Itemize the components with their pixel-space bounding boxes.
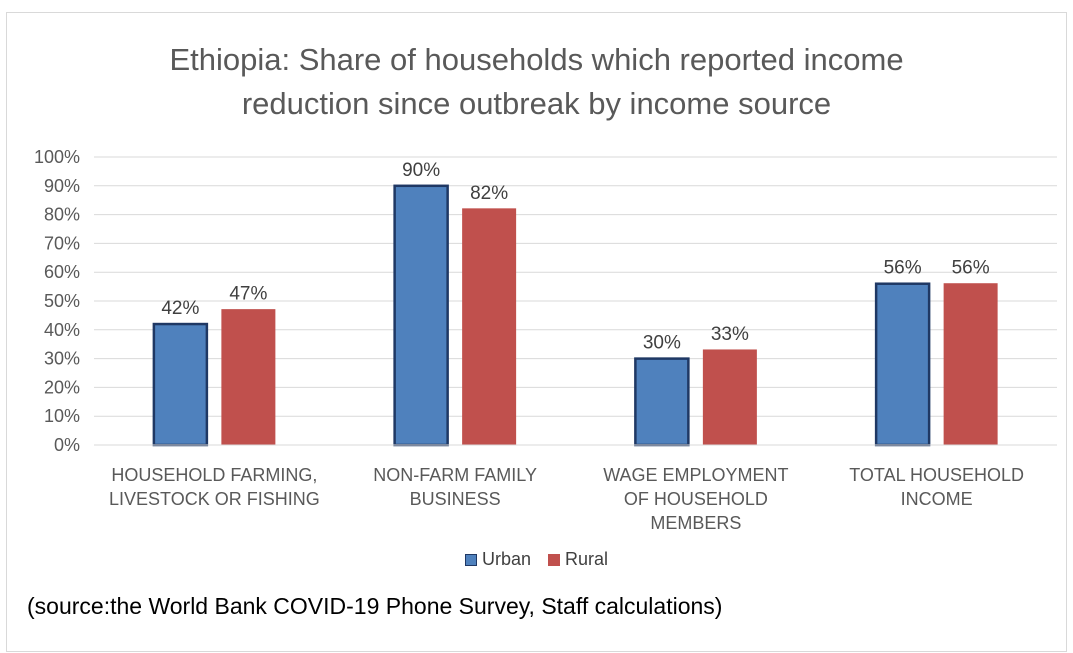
- chart-title-line-1: Ethiopia: Share of households which repo…: [169, 42, 904, 77]
- bar-urban-0: [152, 322, 209, 447]
- bar-rural-3: [943, 283, 998, 446]
- category-label-2-2: MEMBERS: [650, 513, 741, 533]
- data-label-rural-1: 82%: [470, 183, 508, 204]
- source-note: (source:the World Bank COVID-19 Phone Su…: [27, 593, 723, 619]
- category-label-2-1: OF HOUSEHOLD: [624, 489, 768, 509]
- legend-swatch-rural: [548, 553, 561, 566]
- data-label-rural-2: 33%: [711, 324, 749, 345]
- y-tick-label-4: 40%: [44, 320, 80, 340]
- bar-rural-2: [702, 349, 757, 446]
- category-label-0-1: LIVESTOCK OR FISHING: [109, 489, 320, 509]
- chart-frame: [6, 12, 1067, 652]
- legend-label-urban: Urban: [481, 549, 531, 569]
- category-label-3-1: INCOME: [901, 489, 973, 509]
- legend-item-rural: Rural: [548, 549, 608, 570]
- bar-rural-0: [221, 309, 276, 446]
- y-tick-label-10: 100%: [34, 147, 80, 167]
- y-tick-label-1: 10%: [44, 406, 80, 426]
- bar-urban-3: [874, 282, 931, 447]
- data-label-urban-3: 56%: [884, 258, 922, 279]
- chart-title-line-2: reduction since outbreak by income sourc…: [241, 86, 832, 121]
- data-label-urban-0: 42%: [161, 298, 199, 319]
- category-label-3-0: TOTAL HOUSEHOLD: [849, 465, 1024, 485]
- category-label-2-0: WAGE EMPLOYMENT: [603, 465, 788, 485]
- bar-urban-2: [634, 357, 690, 447]
- data-label-urban-2: 30%: [643, 333, 681, 354]
- category-label-0-0: HOUSEHOLD FARMING,: [111, 465, 317, 485]
- y-tick-label-0: 0%: [54, 435, 80, 455]
- legend-swatch-urban: [464, 553, 477, 566]
- bar-urban-1: [393, 184, 449, 447]
- y-tick-label-5: 50%: [44, 291, 80, 311]
- legend-label-rural: Rural: [565, 549, 609, 569]
- y-tick-label-3: 30%: [44, 349, 80, 369]
- legend: Urban Rural: [0, 549, 1073, 571]
- y-tick-label-2: 20%: [44, 377, 80, 397]
- bar-rural-1: [462, 208, 517, 446]
- chart-title: Ethiopia: Share of households which repo…: [0, 38, 1073, 126]
- y-tick-label-9: 90%: [44, 176, 80, 196]
- data-label-rural-0: 47%: [229, 284, 267, 305]
- legend-item-urban: Urban: [464, 549, 531, 570]
- category-label-1-0: NON-FARM FAMILY: [373, 465, 537, 485]
- y-tick-label-8: 80%: [44, 205, 80, 225]
- data-label-urban-1: 90%: [402, 160, 440, 181]
- data-label-rural-3: 56%: [952, 258, 990, 279]
- category-label-1-1: BUSINESS: [410, 489, 501, 509]
- y-tick-label-6: 60%: [44, 262, 80, 282]
- y-tick-label-7: 70%: [44, 233, 80, 253]
